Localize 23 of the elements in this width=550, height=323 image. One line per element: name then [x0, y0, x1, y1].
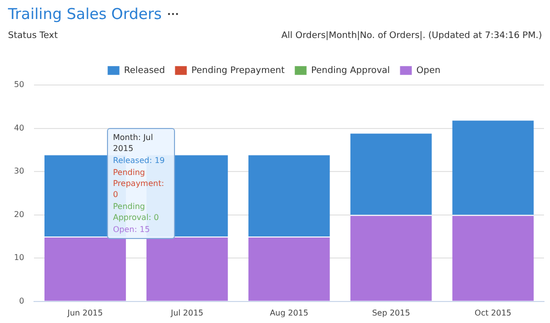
annotation: Pending Prepayment: 0 — [113, 167, 166, 200]
y-tick-label: 50 — [14, 80, 24, 90]
x-tick-label: Jul 2015 — [170, 308, 204, 318]
legend-label: Released — [124, 66, 165, 76]
y-tick-label: 30 — [14, 166, 24, 176]
y-tick-label: 40 — [14, 123, 24, 132]
y-tick-label: 0 — [19, 296, 24, 306]
y-tick-label: 20 — [14, 210, 24, 219]
x-tick-label: Jun 2015 — [66, 308, 103, 318]
x-tick-label: Oct 2015 — [474, 308, 512, 318]
x-tick-label: Sep 2015 — [372, 308, 410, 318]
legend-label: Open — [416, 66, 440, 76]
chart-title: Trailing Sales Orders — [8, 5, 162, 23]
annotation: Pending Approval: 0 — [113, 201, 160, 223]
annotation: Open: 15 — [113, 224, 151, 235]
legend-label: Pending Approval — [311, 66, 390, 76]
y-tick-label: 10 — [14, 253, 24, 262]
annotation: Month: Jul 2015 — [113, 132, 154, 154]
text: All Orders|Month|No. of Orders|. (Updated at 7:34:16 PM.) — [281, 31, 542, 41]
chart-subtitle: Status Text — [8, 31, 58, 41]
legend-label: Pending Prepayment — [191, 66, 286, 76]
x-tick-label: Aug 2015 — [270, 308, 308, 318]
annotation: Released: 19 — [113, 155, 166, 166]
